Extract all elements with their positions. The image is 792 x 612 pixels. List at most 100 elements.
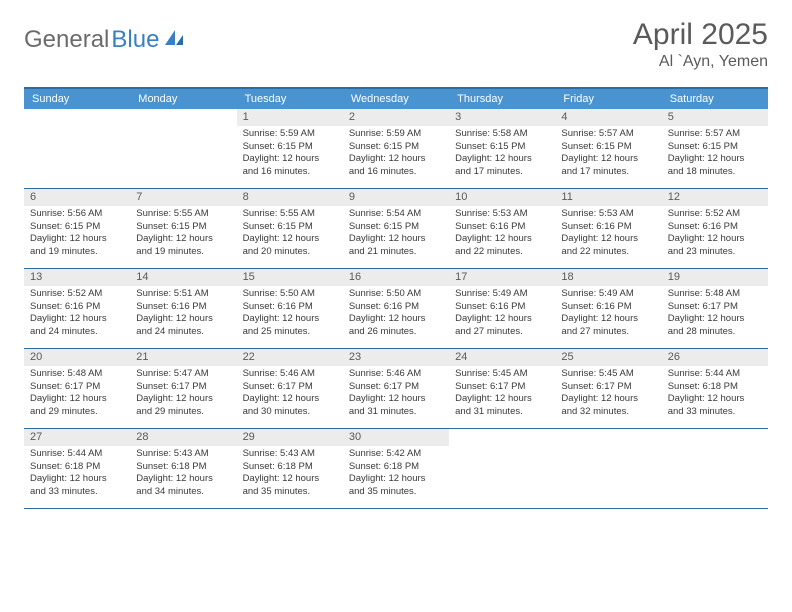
daylight-line: Daylight: 12 hours and 35 minutes. [349,473,443,499]
daylight-line: Daylight: 12 hours and 33 minutes. [30,473,124,499]
weekday-header: Wednesday [343,89,449,109]
daylight-line: Daylight: 12 hours and 27 minutes. [455,313,549,339]
daylight-line: Daylight: 12 hours and 19 minutes. [136,233,230,259]
weekday-header: Monday [130,89,236,109]
day-number: 10 [455,191,467,203]
daylight-line: Daylight: 12 hours and 28 minutes. [668,313,762,339]
day-number: 18 [561,271,573,283]
daylight-line: Daylight: 12 hours and 27 minutes. [561,313,655,339]
day-details: Sunrise: 5:42 AMSunset: 6:18 PMDaylight:… [343,446,449,503]
day-number: 2 [349,111,355,123]
day-cell: 27Sunrise: 5:44 AMSunset: 6:18 PMDayligh… [24,429,130,508]
sunrise-line: Sunrise: 5:50 AM [243,288,337,301]
day-cell [662,429,768,508]
day-cell: 10 Sunrise: 5:53 AMSunset: 6:16 PMDayligh… [449,189,555,268]
day-details: Sunrise: 5:57 AMSunset: 6:15 PMDaylight:… [555,126,661,183]
day-cell: 16Sunrise: 5:50 AMSunset: 6:16 PMDayligh… [343,269,449,348]
week-row: 20Sunrise: 5:48 AMSunset: 6:17 PMDayligh… [24,349,768,429]
day-number-bar: 4 [555,109,661,126]
daylight-line: Daylight: 12 hours and 29 minutes. [30,393,124,419]
day-number-bar: 30 [343,429,449,446]
day-cell: 19Sunrise: 5:48 AMSunset: 6:17 PMDayligh… [662,269,768,348]
daylight-line: Daylight: 12 hours and 21 minutes. [349,233,443,259]
day-cell [555,429,661,508]
brand-name-part1: General [24,26,109,54]
sunrise-line: Sunrise: 5:49 AM [455,288,549,301]
day-details: Sunrise: 5:58 AMSunset: 6:15 PMDaylight:… [449,126,555,183]
daylight-line: Daylight: 12 hours and 20 minutes. [243,233,337,259]
day-cell: 15 Sunrise: 5:50 AMSunset: 6:16 PMDayligh… [237,269,343,348]
day-cell: 21Sunrise: 5:47 AMSunset: 6:17 PMDayligh… [130,349,236,428]
sunrise-line: Sunrise: 5:46 AM [349,368,443,381]
sunset-line: Sunset: 6:15 PM [349,221,443,234]
day-number: 12 [668,191,680,203]
sunrise-line: Sunrise: 5:42 AM [349,448,443,461]
daylight-line: Daylight: 12 hours and 17 minutes. [455,153,549,179]
sunset-line: Sunset: 6:16 PM [455,301,549,314]
day-number-bar: 5 [662,109,768,126]
daylight-line: Daylight: 12 hours and 29 minutes. [136,393,230,419]
day-number: 14 [136,271,148,283]
day-number-bar: 16 [343,269,449,286]
day-cell: 12Sunrise: 5:52 AMSunset: 6:16 PMDayligh… [662,189,768,268]
day-details: Sunrise: 5:49 AMSunset: 6:16 PMDaylight:… [555,286,661,343]
sunset-line: Sunset: 6:17 PM [561,381,655,394]
day-cell: 9Sunrise: 5:54 AMSunset: 6:15 PMDaylight… [343,189,449,268]
sunrise-line: Sunrise: 5:47 AM [136,368,230,381]
day-details: Sunrise: 5:49 AMSunset: 6:16 PMDaylight:… [449,286,555,343]
day-number-bar: 2 [343,109,449,126]
day-details: Sunrise: 5:45 AMSunset: 6:17 PMDaylight:… [555,366,661,423]
day-number-bar: 11 [555,189,661,206]
day-cell: 7Sunrise: 5:55 AMSunset: 6:15 PMDaylight… [130,189,236,268]
daylight-line: Daylight: 12 hours and 24 minutes. [30,313,124,339]
sunrise-line: Sunrise: 5:43 AM [136,448,230,461]
daylight-line: Daylight: 12 hours and 35 minutes. [243,473,337,499]
day-number-bar: 12 [662,189,768,206]
day-details: Sunrise: 5:46 AMSunset: 6:17 PMDaylight:… [343,366,449,423]
day-number: 7 [136,191,142,203]
sunset-line: Sunset: 6:18 PM [243,461,337,474]
day-details: Sunrise: 5:51 AMSunset: 6:16 PMDaylight:… [130,286,236,343]
day-cell: 24Sunrise: 5:45 AMSunset: 6:17 PMDayligh… [449,349,555,428]
day-number: 16 [349,271,361,283]
sunset-line: Sunset: 6:18 PM [349,461,443,474]
day-number: 27 [30,431,42,443]
day-number: 26 [668,351,680,363]
sunset-line: Sunset: 6:15 PM [455,141,549,154]
day-number: 30 [349,431,361,443]
brand-name-part2: Blue [111,26,159,54]
day-cell: 30 Sunrise: 5:42 AMSunset: 6:18 PMDayligh… [343,429,449,508]
day-number: 23 [349,351,361,363]
day-cell: 1Sunrise: 5:59 AMSunset: 6:15 PMDaylight… [237,109,343,188]
day-number: 8 [243,191,249,203]
sunrise-line: Sunrise: 5:44 AM [30,448,124,461]
day-cell: 23 Sunrise: 5:46 AMSunset: 6:17 PMDayligh… [343,349,449,428]
page-header: GeneralBlue April 2025 Al `Ayn, Yemen [24,18,768,71]
day-cell [130,109,236,188]
weekday-header: Sunday [24,89,130,109]
sunset-line: Sunset: 6:15 PM [561,141,655,154]
sunrise-line: Sunrise: 5:55 AM [136,208,230,221]
day-number: 13 [30,271,42,283]
weekday-header-row: SundayMondayTuesdayWednesdayThursdayFrid… [24,89,768,109]
week-row: 13Sunrise: 5:52 AMSunset: 6:16 PMDayligh… [24,269,768,349]
sunset-line: Sunset: 6:16 PM [455,221,549,234]
daylight-line: Daylight: 12 hours and 25 minutes. [243,313,337,339]
sunrise-line: Sunrise: 5:59 AM [243,128,337,141]
sunset-line: Sunset: 6:16 PM [243,301,337,314]
sunrise-line: Sunrise: 5:54 AM [349,208,443,221]
sunset-line: Sunset: 6:17 PM [455,381,549,394]
day-number: 11 [561,191,572,203]
day-details: Sunrise: 5:53 AMSunset: 6:16 PMDaylight:… [449,206,555,263]
sunrise-line: Sunrise: 5:53 AM [561,208,655,221]
daylight-line: Daylight: 12 hours and 19 minutes. [30,233,124,259]
day-details: Sunrise: 5:59 AMSunset: 6:15 PMDaylight:… [237,126,343,183]
daylight-line: Daylight: 12 hours and 16 minutes. [243,153,337,179]
day-cell: 5Sunrise: 5:57 AMSunset: 6:15 PMDaylight… [662,109,768,188]
day-number-bar: 15 [237,269,343,286]
daylight-line: Daylight: 12 hours and 18 minutes. [668,153,762,179]
day-number: 21 [136,351,148,363]
sunrise-line: Sunrise: 5:52 AM [30,288,124,301]
day-cell: 3Sunrise: 5:58 AMSunset: 6:15 PMDaylight… [449,109,555,188]
day-number-bar: 26 [662,349,768,366]
